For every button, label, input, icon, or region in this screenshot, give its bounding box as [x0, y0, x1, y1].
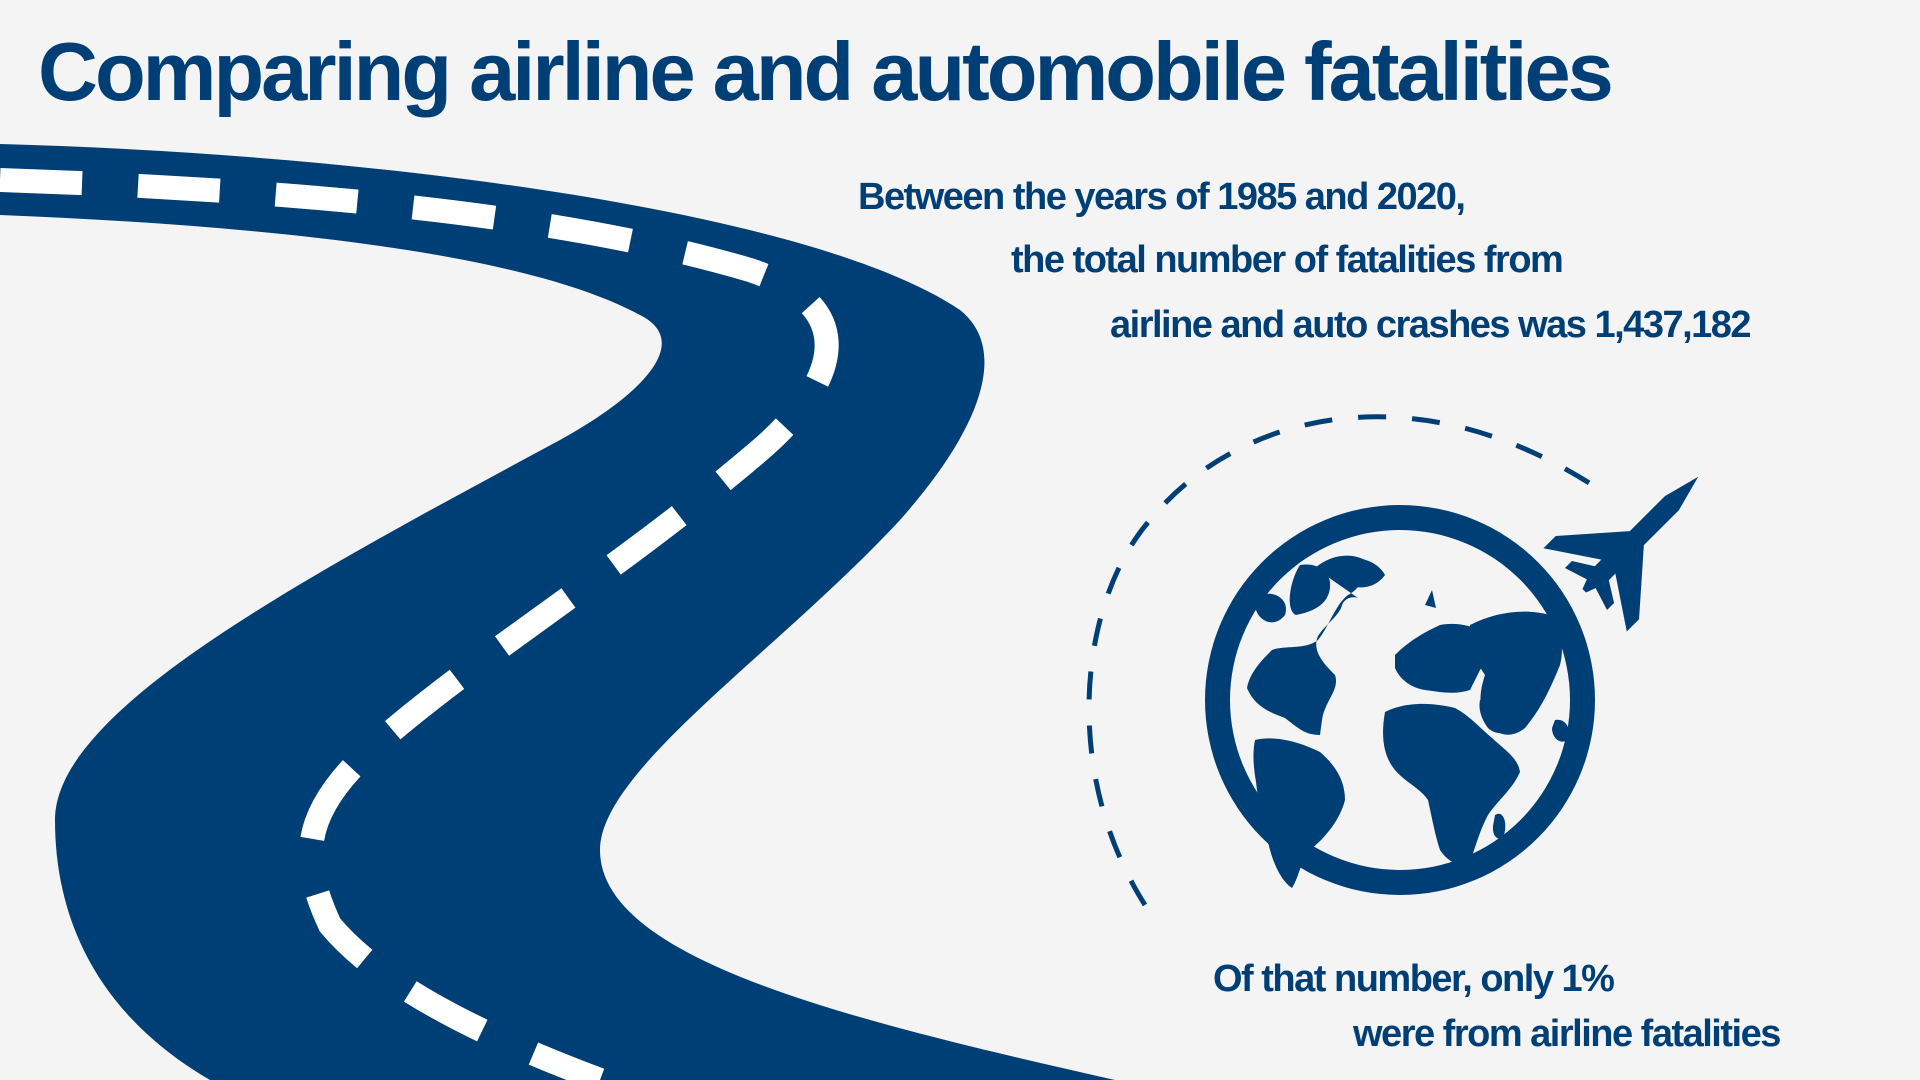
- intro-text-line-2: the total number of fatalities from: [1011, 239, 1564, 281]
- road-center-dashes: [0, 168, 839, 1080]
- intro-text-line-1: Between the years of 1985 and 2020,: [858, 176, 1466, 218]
- conclusion-text-line-1: Of that number, only 1%: [1213, 958, 1615, 1000]
- road-illustration: [0, 144, 1115, 1080]
- airplane-icon: [1543, 476, 1699, 632]
- page-title: Comparing airline and automobile fatalit…: [38, 25, 1614, 118]
- intro-text-line-3: airline and auto crashes was 1,437,182: [1110, 304, 1752, 346]
- conclusion-text-line-2: were from airline fatalities: [1353, 1013, 1781, 1055]
- globe-icon: [1205, 505, 1595, 895]
